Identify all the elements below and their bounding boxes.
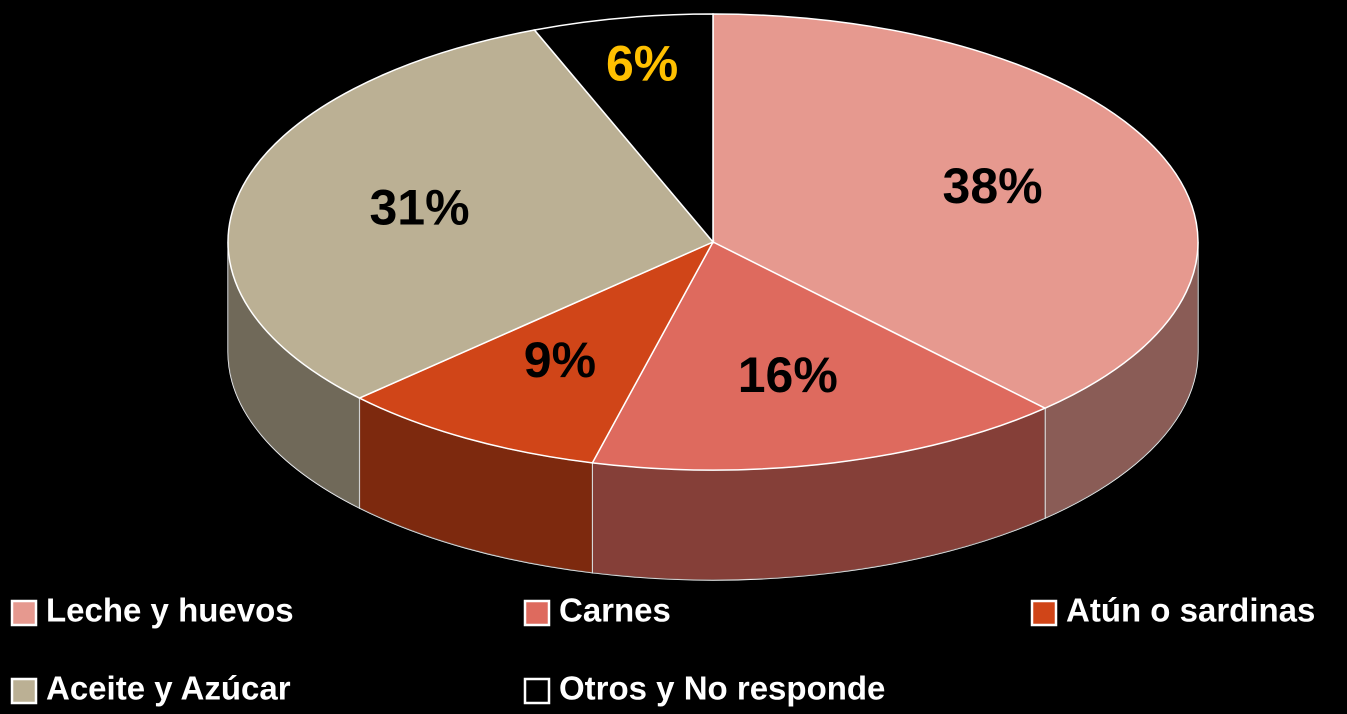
slice <box>712 13 1199 410</box>
legend-swatch <box>10 599 38 627</box>
legend-swatch <box>1030 599 1058 627</box>
legend-label: Otros y No responde <box>559 670 885 707</box>
data-label: 16% <box>738 347 838 403</box>
data-label: 6% <box>606 36 678 92</box>
legend-label: Carnes <box>559 592 671 629</box>
slice <box>591 241 1047 471</box>
data-label: 9% <box>524 332 596 388</box>
slice-side-shade <box>1045 242 1198 519</box>
slice-side-shade <box>359 398 593 573</box>
legend-label: Atún o sardinas <box>1066 592 1315 629</box>
legend-swatch <box>523 677 551 705</box>
legend-label: Aceite y Azúcar <box>46 670 291 707</box>
slice <box>227 29 715 399</box>
legend-swatch <box>10 677 38 705</box>
slice <box>533 13 714 245</box>
slice-side-shade <box>592 408 1046 580</box>
data-label: 38% <box>943 158 1043 214</box>
legend-swatch <box>523 599 551 627</box>
slice-side-shade <box>228 242 360 509</box>
slice <box>357 240 715 464</box>
data-label: 31% <box>370 179 470 235</box>
legend-label: Leche y huevos <box>46 592 294 629</box>
